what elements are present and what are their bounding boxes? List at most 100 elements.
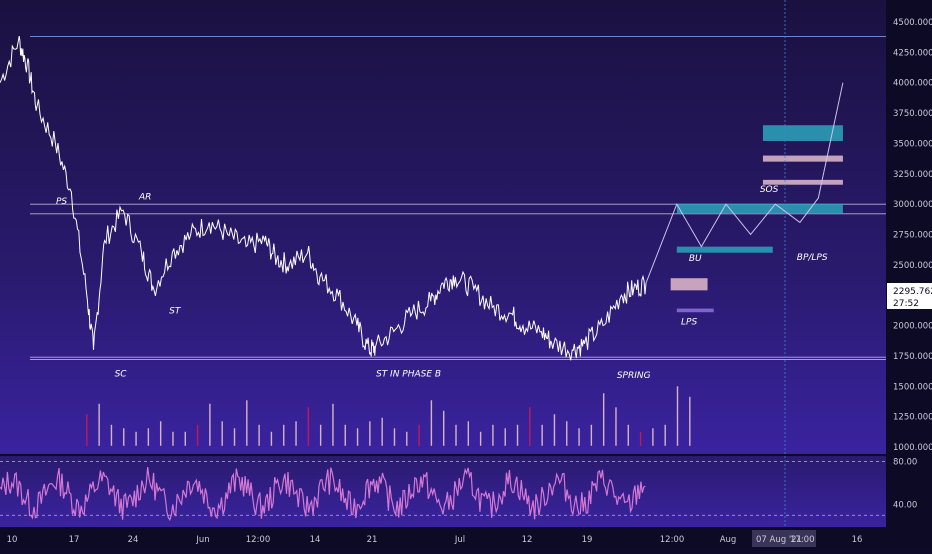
oscillator-layer	[0, 460, 886, 522]
volume-bar	[159, 421, 162, 446]
volume-bar	[221, 421, 223, 446]
time-tick-label: 24	[128, 535, 139, 545]
volume-bar	[369, 421, 371, 446]
time-tick-label: 19	[582, 535, 593, 545]
levels-layer	[30, 36, 886, 361]
volume-bar	[541, 424, 543, 446]
price-tick-label: 3250.000	[893, 170, 932, 180]
volume-bar	[652, 428, 654, 446]
volume-bar	[295, 421, 297, 446]
price-tick-label: 3750.000	[893, 109, 932, 119]
time-tick-label: 12	[522, 535, 533, 545]
zone-box	[676, 246, 773, 253]
wyckoff-label: ST IN PHASE B	[376, 370, 441, 380]
price-tick-label: 2500.000	[893, 261, 932, 271]
volume-bar	[529, 407, 531, 446]
volume-bar	[479, 431, 482, 446]
volume-bar	[492, 424, 494, 446]
crosshair-date-tag: 07 Aug '21 17:00	[752, 530, 816, 547]
volume-bar	[270, 431, 273, 446]
price-tick-label: 2000.000	[893, 322, 932, 332]
volume-bar	[283, 424, 285, 446]
zone-box	[762, 155, 843, 162]
volume-bar	[344, 424, 346, 446]
volume-bar	[196, 424, 199, 446]
wyckoff-label: BU	[689, 254, 702, 264]
volume-bar	[676, 386, 679, 446]
volume-bar	[504, 428, 506, 446]
current-price-tag: 2295.762 27:52	[887, 283, 932, 309]
volume-bar	[553, 414, 556, 446]
price-tick-label: 4250.000	[893, 48, 932, 58]
zone-box	[676, 204, 843, 214]
time-tick-label: 12:00	[660, 535, 685, 545]
volume-bar	[98, 403, 100, 446]
volume-bar	[86, 414, 88, 446]
time-tick-label: 16	[852, 535, 863, 545]
time-tick-label: 14	[310, 535, 321, 545]
volume-bar	[233, 428, 236, 446]
price-tick-label: 4000.000	[893, 79, 932, 89]
volume-bar	[110, 424, 113, 446]
crosshair-date: 07 Aug '21	[756, 535, 802, 545]
volume-bar	[418, 424, 420, 446]
price-tick-label: 4500.000	[893, 18, 932, 28]
volume-bar	[443, 410, 445, 446]
volume-bar	[566, 421, 568, 446]
wyckoff-label: SOS	[760, 185, 779, 195]
volume-bar	[430, 400, 433, 446]
projection-path	[645, 82, 844, 284]
volume-bar	[184, 431, 186, 446]
volume-bar	[455, 424, 457, 446]
current-price-countdown: 27:52	[893, 299, 919, 309]
volume-layer	[86, 386, 691, 446]
volume-bar	[406, 431, 408, 446]
time-tick-label: Jul	[454, 535, 465, 545]
oscillator-line	[0, 467, 646, 522]
volume-bar	[578, 428, 580, 446]
volume-bar	[135, 431, 137, 446]
volume-bar	[467, 421, 470, 446]
zones-layer	[670, 125, 843, 313]
wyckoff-label: PS	[56, 197, 67, 207]
time-tick-label: 17	[69, 535, 80, 545]
price-tick-label: 1250.000	[893, 413, 932, 423]
volume-bar	[319, 424, 322, 446]
price-tick-label: 1000.000	[893, 443, 932, 453]
price-tick-label: 2750.000	[893, 231, 932, 241]
volume-bar	[381, 417, 383, 446]
volume-bar	[246, 400, 248, 446]
zone-box	[676, 308, 714, 313]
zone-box	[762, 125, 843, 141]
wyckoff-label: SPRING	[617, 371, 651, 381]
zone-box	[762, 179, 843, 185]
wyckoff-label: SC	[115, 370, 128, 380]
time-tick-label: 21	[367, 535, 378, 545]
oscillator-tick-label: 40.00	[893, 500, 917, 510]
volume-bar	[590, 424, 593, 446]
price-tick-label: 3500.000	[893, 139, 932, 149]
volume-bar	[615, 407, 617, 446]
time-axis[interactable]: 10 17 24 Jun 12:00 14 21 Jul 12 19 12:00 Aug 16	[7, 535, 863, 545]
wyckoff-label: LPS	[681, 317, 697, 327]
time-tick-label: Aug	[720, 535, 737, 545]
price-line	[0, 36, 647, 361]
labels-layer: PS AR SC ST ST IN PHASE B BU LPS SPRING SOS BP/LP…	[56, 185, 828, 381]
price-layer	[0, 36, 844, 361]
wyckoff-label: ST	[169, 306, 182, 316]
price-tick-label: 1750.000	[893, 352, 932, 362]
volume-bar	[332, 403, 334, 446]
volume-bar	[258, 424, 260, 446]
price-axis[interactable]: 4500.000 4250.000 4000.000 3750.000 3500.000…	[893, 18, 932, 510]
volume-bar	[147, 428, 150, 446]
price-tick-label: 3000.000	[893, 200, 932, 210]
volume-bar	[209, 403, 211, 446]
volume-bar	[356, 428, 359, 446]
price-tick-label: 1500.000	[893, 382, 932, 392]
current-price-value: 2295.762	[893, 287, 932, 297]
volume-bar	[639, 431, 642, 446]
volume-bar	[172, 431, 174, 446]
volume-bar	[664, 424, 666, 446]
